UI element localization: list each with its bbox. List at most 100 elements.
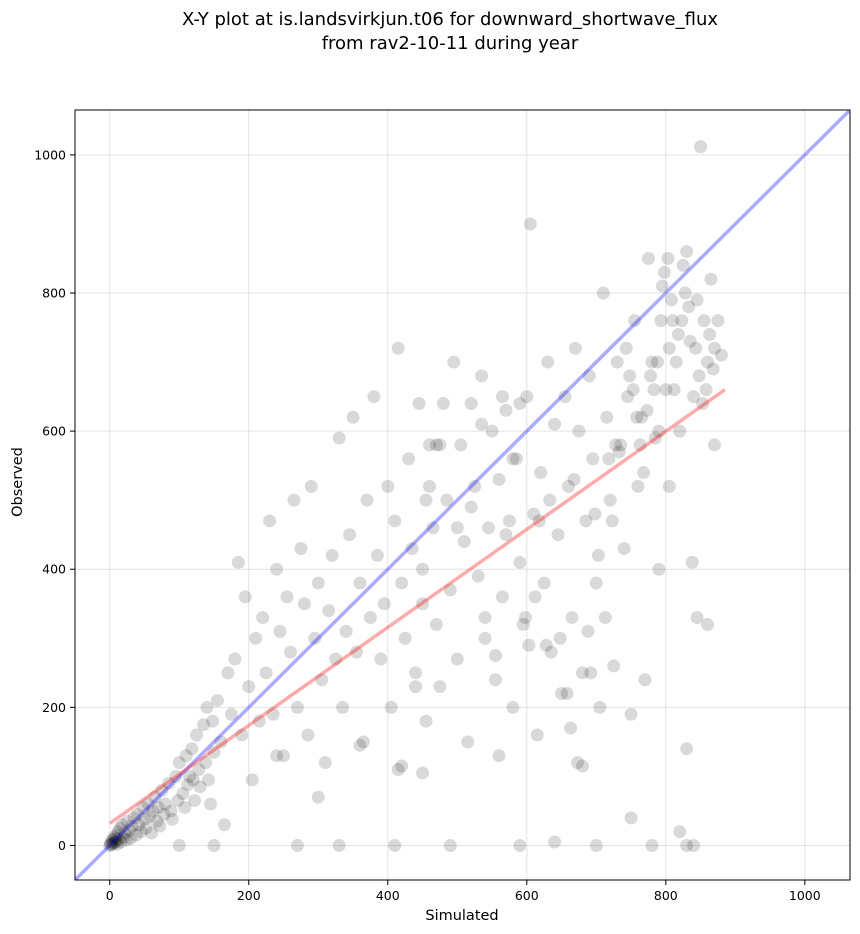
scatter-point-4 [106, 833, 120, 847]
scatter-point-38 [151, 800, 165, 814]
scatter-point-182 [610, 355, 624, 369]
scatter-point-196 [659, 383, 673, 397]
scatter-point-192 [645, 355, 659, 369]
scatter-point-156 [520, 390, 534, 404]
scatter-point-169 [565, 611, 579, 625]
scatter-point-167 [558, 390, 572, 404]
scatter-point-265 [560, 687, 574, 701]
scatter-point-124 [409, 666, 423, 680]
ticks-layer: 0 200 400 600 800 1000 0 200 400 600 800 1000 [34, 147, 821, 903]
scatter-point-210 [707, 341, 721, 355]
scatter-point-58 [192, 763, 206, 777]
scatter-point-275 [605, 514, 619, 528]
scatter-point-208 [701, 355, 715, 369]
scatter-point-258 [518, 611, 532, 625]
scatter-point-234 [680, 742, 694, 756]
scatter-point-138 [457, 535, 471, 549]
scatter-point-39 [153, 819, 167, 833]
scatter-point-22 [124, 832, 138, 846]
scatter-point-73 [231, 555, 245, 569]
scatter-point-148 [492, 472, 506, 486]
scatter-point-146 [485, 424, 499, 438]
scatter-point-95 [308, 631, 322, 645]
scatter-point-30 [138, 812, 152, 826]
scatter-point-229 [416, 766, 430, 780]
scatter-point-217 [687, 838, 701, 852]
scatter-point-295 [682, 300, 696, 314]
scatter-point-122 [402, 452, 416, 466]
scatter-point-257 [506, 452, 520, 466]
scatter-point-221 [332, 838, 346, 852]
scatter-point-51 [179, 749, 193, 763]
scatter-point-252 [464, 500, 478, 514]
scatter-point-249 [419, 493, 433, 507]
scatter-point-166 [555, 687, 569, 701]
scatter-point-297 [692, 369, 706, 383]
scatter-point-119 [391, 763, 405, 777]
scatter-point-103 [336, 700, 350, 714]
scatter-point-136 [450, 652, 464, 666]
scatter-point-228 [492, 749, 506, 763]
scatter-point-286 [647, 383, 661, 397]
scatter-point-274 [602, 452, 616, 466]
scatter-point-145 [482, 521, 496, 535]
scatter-point-296 [689, 341, 703, 355]
plot-area: 0 200 400 600 800 1000 0 200 400 600 800 1000 [34, 109, 851, 903]
scatter-point-263 [543, 493, 557, 507]
scatter-point-6 [107, 830, 121, 844]
scatter-point-64 [204, 797, 218, 811]
scatter-point-52 [181, 778, 195, 792]
scatter-point-81 [259, 666, 273, 680]
scatter-point-133 [440, 493, 454, 507]
x-tick-label-2: 400 [376, 888, 400, 903]
scatter-point-264 [553, 631, 567, 645]
y-tick-label-1: 200 [42, 700, 66, 715]
scatter-point-294 [678, 286, 692, 300]
scatter-point-155 [516, 617, 530, 631]
scatter-point-107 [350, 645, 364, 659]
scatter-point-143 [475, 369, 489, 383]
scatter-point-241 [667, 383, 681, 397]
scatter-point-205 [690, 293, 704, 307]
scatter-point-32 [141, 797, 155, 811]
scatter-point-204 [687, 390, 701, 404]
scatter-point-28 [134, 825, 148, 839]
scatter-point-271 [588, 507, 602, 521]
scatter-point-244 [391, 341, 405, 355]
scatter-point-47 [171, 794, 185, 808]
scatter-point-181 [607, 659, 621, 673]
scatter-point-259 [522, 638, 536, 652]
scatter-point-82 [263, 514, 277, 528]
lines-layer [75, 110, 850, 880]
scatter-point-61 [199, 756, 213, 770]
scatter-point-114 [374, 652, 388, 666]
scatter-point-71 [224, 707, 238, 721]
scatter-point-236 [685, 555, 699, 569]
scatter-point-118 [388, 514, 402, 528]
scatter-point-92 [297, 597, 311, 611]
scatter-point-279 [623, 369, 637, 383]
scatter-point-220 [388, 838, 402, 852]
scatter-point-211 [711, 314, 725, 328]
scatter-point-207 [697, 314, 711, 328]
scatter-point-135 [447, 355, 461, 369]
scatter-point-248 [416, 562, 430, 576]
scatter-point-140 [464, 396, 478, 410]
scatter-point-72 [228, 652, 242, 666]
scatter-point-98 [318, 756, 332, 770]
scatter-point-53 [183, 769, 197, 783]
y-tick-label-2: 400 [42, 562, 66, 577]
scatter-point-253 [475, 417, 489, 431]
scatter-point-170 [568, 341, 582, 355]
scatter-point-288 [654, 314, 668, 328]
scatter-point-99 [322, 604, 336, 618]
scatter-point-224 [172, 838, 186, 852]
scatter-point-225 [673, 825, 687, 839]
scatter-point-191 [641, 251, 655, 265]
grid-layer [75, 110, 850, 880]
scatter-point-187 [628, 314, 642, 328]
scatter-point-230 [395, 759, 409, 773]
scatter-point-194 [652, 562, 666, 576]
scatter-point-56 [188, 794, 202, 808]
scatter-point-42 [158, 797, 172, 811]
